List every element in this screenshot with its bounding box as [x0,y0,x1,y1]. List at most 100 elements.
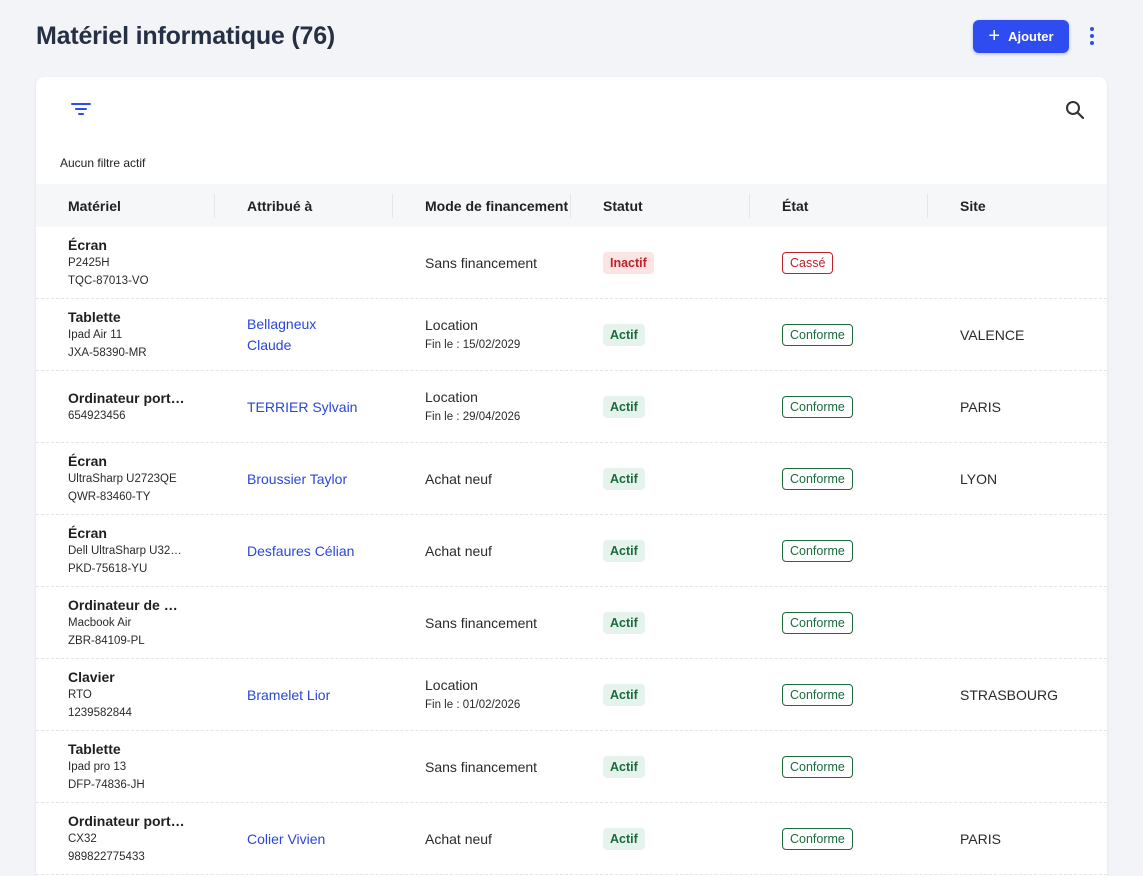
financing-cell: Achat neuf [425,803,585,875]
status-badge: Actif [603,684,645,706]
equipment-name: Ordinateur de bureau [68,597,186,613]
assignee-link[interactable]: Bellagneux Claude [247,316,317,353]
equipment-model: UltraSharp U2723QE [68,473,177,485]
equipment-model: 654923456 [68,410,126,422]
table-row[interactable]: Écran Dell UltraSharp U3223QE PKD-75618-YU… [36,515,1107,587]
condition-cell: Conforme [782,587,932,659]
financing-cell: Location Fin le : 01/02/2026 [425,659,585,731]
table-row[interactable]: Écran UltraSharp U2723QE QWR-83460-TY Brous… [36,443,1107,515]
filter-icon[interactable] [69,99,93,119]
table-row[interactable]: Ordinateur portable 654923456 TERRIER Sylv… [36,371,1107,443]
condition-cell: Conforme [782,659,932,731]
equipment-model: Macbook Air [68,617,132,629]
table-row[interactable]: Tablette Ipad pro 13 DFP-74836-JH Sans fina… [36,731,1107,803]
filter-status: Aucun filtre actif [60,156,146,170]
site-cell: STRASBOURG [960,659,1100,731]
condition-cell: Conforme [782,443,932,515]
financing-cell: Achat neuf [425,515,585,587]
table-row[interactable]: Ordinateur de bureau Macbook Air ZBR-84109… [36,587,1107,659]
status-cell: Inactif [603,227,753,299]
equipment-serial: DFP-74836-JH [68,779,145,791]
table-row[interactable]: Écran P2425H TQC-87013-VO Sans financement I… [36,227,1107,299]
column-header-financement[interactable]: Mode de financement [393,184,571,227]
equipment-model: CX32 [68,833,97,845]
financing-cell: Achat neuf [425,443,585,515]
site-cell [960,587,1100,659]
condition-chip: Conforme [782,396,853,418]
status-cell: Actif [603,299,753,371]
column-header-attribue[interactable]: Attribué à [215,184,393,227]
condition-chip: Conforme [782,324,853,346]
financing-cell: Sans financement [425,227,585,299]
site-label: PARIS [960,399,1001,415]
equipment-name: Ordinateur portable [68,813,186,829]
add-button-label: Ajouter [1008,29,1054,44]
equipment-cell: Écran UltraSharp U2723QE QWR-83460-TY [68,443,218,515]
condition-cell: Conforme [782,371,932,443]
equipment-serial: JXA-58390-MR [68,347,147,359]
condition-chip: Conforme [782,756,853,778]
condition-chip: Conforme [782,468,853,490]
assignee-link[interactable]: Colier Vivien [247,830,326,847]
equipment-cell: Ordinateur portable CX32 989822775433 [68,803,218,875]
equipment-name: Ordinateur portable [68,390,186,406]
equipment-model: Dell UltraSharp U3223QE [68,545,186,557]
equipment-name: Écran [68,525,107,541]
condition-cell: Conforme [782,731,932,803]
financing-mode: Achat neuf [425,471,492,487]
more-vertical-icon[interactable] [1082,24,1102,48]
equipment-name: Écran [68,453,107,469]
condition-cell: Conforme [782,515,932,587]
equipment-cell: Écran Dell UltraSharp U3223QE PKD-75618-YU [68,515,218,587]
status-badge: Inactif [603,252,654,274]
table-row[interactable]: Clavier RTO 1239582844 Bramelet Lior Locatio… [36,659,1107,731]
status-badge: Actif [603,468,645,490]
site-cell: PARIS [960,371,1100,443]
table-row[interactable]: Tablette Ipad Air 11 JXA-58390-MR Bellagneu… [36,299,1107,371]
status-cell: Actif [603,659,753,731]
condition-chip: Conforme [782,684,853,706]
equipment-model: P2425H [68,257,110,269]
status-badge: Actif [603,540,645,562]
assignee-cell [247,731,397,803]
table-body: Écran P2425H TQC-87013-VO Sans financement I… [36,227,1107,875]
assignee-link[interactable]: Broussier Taylor [247,470,348,487]
assignee-link[interactable]: Bramelet Lior [247,686,331,703]
status-cell: Actif [603,731,753,803]
equipment-serial: PKD-75618-YU [68,563,148,575]
equipment-name: Tablette [68,309,121,325]
column-header-etat[interactable]: État [750,184,928,227]
add-button[interactable]: + Ajouter [973,20,1069,53]
condition-cell: Cassé [782,227,932,299]
financing-mode: Sans financement [425,615,538,631]
assignee-cell [247,227,397,299]
column-header-statut[interactable]: Statut [571,184,750,227]
search-icon[interactable] [1063,98,1087,122]
equipment-model: RTO [68,689,92,701]
equipment-name: Écran [68,237,107,253]
status-badge: Actif [603,612,645,634]
financing-mode: Achat neuf [425,543,492,559]
condition-cell: Conforme [782,803,932,875]
status-cell: Actif [603,443,753,515]
table-row[interactable]: Ordinateur portable CX32 989822775433 Colie… [36,803,1107,875]
assignee-cell: Colier Vivien [247,803,397,875]
equipment-cell: Clavier RTO 1239582844 [68,659,218,731]
site-cell [960,515,1100,587]
column-header-site[interactable]: Site [960,197,986,214]
column-header-materiel[interactable]: Matériel [36,184,215,227]
financing-mode: Location [425,389,478,405]
assignee-cell: Bramelet Lior [247,659,397,731]
condition-chip: Conforme [782,612,853,634]
assignee-link[interactable]: Desfaures Célian [247,542,355,559]
financing-mode: Location [425,317,478,333]
assignee-cell: Broussier Taylor [247,443,397,515]
financing-mode: Location [425,677,478,693]
assignee-link[interactable]: TERRIER Sylvain [247,398,358,415]
status-cell: Actif [603,515,753,587]
assignee-cell: Bellagneux Claude [247,299,397,371]
financing-cell: Sans financement [425,731,585,803]
site-cell: LYON [960,443,1100,515]
site-cell [960,227,1100,299]
equipment-cell: Tablette Ipad pro 13 DFP-74836-JH [68,731,218,803]
